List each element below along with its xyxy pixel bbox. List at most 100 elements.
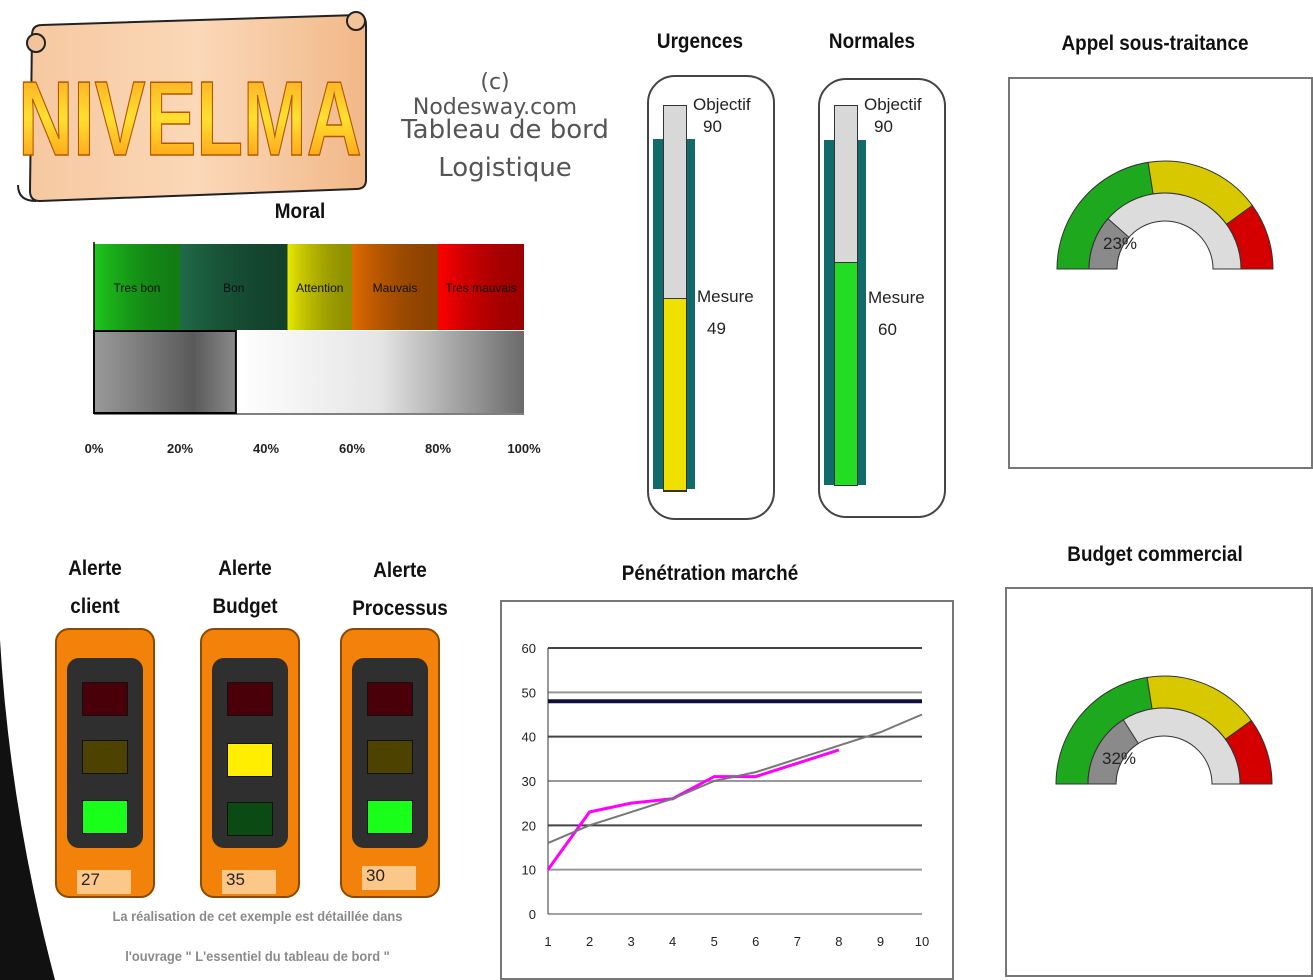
x-tick-label: 9: [877, 934, 884, 949]
y-tick-label: 60: [522, 641, 536, 656]
alert-client-yellow-lamp: [82, 740, 128, 774]
appel-value-arc: [1088, 218, 1130, 270]
urgences-objective-value: 90: [703, 117, 722, 136]
moral-value-bar: [93, 330, 237, 414]
alert-budget-title-line1: Alerte: [218, 557, 272, 580]
penetration-chart: 0 10 20 30 40 50 60 1 2 3 4 5 6 7 8 9 10: [522, 641, 930, 949]
normales-measure-bar: [834, 254, 858, 486]
moral-tick-label: 40%: [253, 441, 279, 456]
decor-swoosh: [0, 640, 55, 980]
alert-budget-title-line2: Budget: [212, 595, 278, 618]
appel-frame: 23%: [1008, 77, 1313, 469]
normales-objective-value: 90: [874, 117, 893, 136]
budget-frame: 32%: [1005, 587, 1313, 977]
urgences-objective-label: Objectif: [693, 95, 751, 114]
series-trend: [547, 713, 923, 844]
x-tick-label: 1: [544, 934, 551, 949]
y-tick-label: 10: [522, 863, 536, 878]
note-line1: La réalisation de cet exemple est détail…: [112, 908, 403, 924]
moral-chart: Tres bon Bon Attention Mauvais Tres mauvais 0…: [85, 242, 541, 456]
urgences-gauge: Objectif 90 Mesure 49: [647, 75, 775, 520]
alert-process-red-lamp: [367, 682, 413, 716]
moral-band-label-2: Attention: [296, 281, 343, 295]
note-line2: l'ouvrage " L'essentiel du tableau de bo…: [125, 948, 390, 964]
alert-process-yellow-lamp: [367, 740, 413, 774]
alert-client-title-line2: client: [70, 595, 120, 618]
moral-tick-label: 100%: [507, 441, 541, 456]
budget-value-label: 32%: [1102, 749, 1136, 768]
alert-process-value: 30: [362, 866, 416, 890]
normales-gauge: Objectif 90 Mesure 60: [818, 78, 946, 518]
alert-client-light: 27: [55, 628, 155, 898]
normales-target-bar: [834, 105, 858, 263]
alert-process-title-line2: Processus: [352, 597, 448, 620]
budget-gauge: 32%: [1055, 675, 1273, 785]
dashboard-title-line1: Tableau de bord: [401, 115, 609, 145]
y-tick-label: 50: [522, 685, 536, 700]
moral-band-label-1: Bon: [223, 281, 244, 295]
budget-value-arc: [1087, 719, 1139, 785]
urgences-measure-value: 49: [707, 319, 726, 338]
logo-text: NIVELMA: [18, 59, 361, 178]
urgences-measure-label: Mesure: [697, 287, 754, 306]
budget-title: Budget commercial: [1067, 543, 1243, 566]
x-tick-label: 8: [835, 934, 842, 949]
alert-process-title-line1: Alerte: [373, 559, 427, 582]
moral-band-label-0: Tres bon: [114, 281, 161, 295]
alert-process-green-lamp: [367, 800, 413, 834]
normales-title: Normales: [828, 30, 916, 53]
moral-band-shade-1: [180, 244, 288, 330]
y-tick-label: 0: [529, 907, 536, 922]
x-tick-label: 2: [586, 934, 593, 949]
x-tick-label: 7: [794, 934, 801, 949]
appel-gauge: 23%: [1056, 160, 1274, 270]
alert-client-title-line1: Alerte: [68, 557, 122, 580]
normales-measure-value: 60: [878, 320, 897, 339]
moral-band-shade-2: [287, 244, 352, 330]
y-tick-label: 30: [522, 774, 536, 789]
x-tick-label: 5: [711, 934, 718, 949]
normales-objective-label: Objectif: [864, 95, 922, 114]
moral-tick-label: 0%: [85, 441, 104, 456]
alert-budget-title: Alerte Budget: [200, 550, 290, 626]
y-tick-label: 20: [522, 818, 536, 833]
moral-band-shade-0: [94, 244, 180, 330]
alert-budget-yellow-lamp: [227, 743, 273, 777]
moral-tick-label: 20%: [167, 441, 193, 456]
urgences-target-bar: [663, 105, 687, 299]
alert-client-title: Alerte client: [50, 550, 140, 626]
moral-band-shade-3: [352, 244, 438, 330]
series-actual: [546, 748, 840, 871]
urgences-measure-bar: [663, 298, 687, 491]
moral-band-label-4: Tres mauvais: [445, 281, 517, 295]
alert-budget-light: 35: [200, 628, 300, 898]
moral-tick-label: 80%: [425, 441, 451, 456]
normales-measure-label: Mesure: [868, 288, 925, 307]
moral-remaining-bar: [235, 331, 524, 413]
appel-inner-ring: [1088, 192, 1242, 270]
alert-process-light: 30: [340, 628, 440, 898]
alert-budget-green-lamp: [227, 802, 273, 836]
dashboard-title-line2: Logistique: [438, 153, 572, 183]
alert-budget-red-lamp: [227, 682, 273, 716]
penetration-frame: 0 10 20 30 40 50 60 1 2 3 4 5 6 7 8 9 10: [500, 600, 954, 980]
urgences-title: Urgences: [656, 30, 744, 53]
x-tick-label: 6: [752, 934, 759, 949]
moral-title: Moral: [274, 200, 326, 223]
appel-title: Appel sous-traitance: [1061, 32, 1249, 55]
x-tick-label: 4: [669, 934, 676, 949]
y-tick-label: 40: [522, 730, 536, 745]
penetration-title: Pénétration marché: [621, 562, 799, 585]
alert-client-red-lamp: [82, 682, 128, 716]
appel-value-label: 23%: [1103, 234, 1137, 253]
moral-band-label-3: Mauvais: [373, 281, 418, 295]
logo-scroll: NIVELMA: [17, 11, 367, 203]
x-tick-label: 10: [915, 934, 929, 949]
alert-budget-value: 35: [222, 870, 276, 894]
moral-band-shade-4: [438, 244, 524, 330]
moral-tick-label: 60%: [339, 441, 365, 456]
alert-process-title: Alerte Processus: [346, 552, 454, 628]
credit-text: (c) Nodesway.com: [412, 70, 578, 120]
alert-client-value: 27: [77, 870, 131, 894]
x-tick-label: 3: [627, 934, 634, 949]
